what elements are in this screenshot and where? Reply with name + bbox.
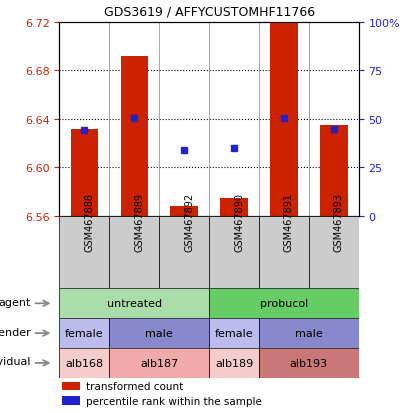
Text: female: female	[65, 328, 103, 338]
Bar	[159, 216, 209, 289]
Text: gender: gender	[0, 327, 31, 337]
Bar	[62, 396, 80, 405]
Bar	[170, 207, 198, 216]
Text: alb168: alb168	[65, 358, 103, 368]
Bar	[59, 289, 209, 318]
Text: female: female	[214, 328, 253, 338]
Text: individual: individual	[0, 356, 31, 366]
Bar	[59, 348, 109, 378]
Bar	[258, 216, 308, 289]
Bar	[209, 216, 258, 289]
Bar	[59, 318, 109, 348]
Text: transformed count: transformed count	[86, 381, 183, 391]
Text: agent: agent	[0, 297, 31, 307]
Bar	[319, 126, 347, 216]
Bar	[62, 382, 80, 390]
Bar	[258, 318, 358, 348]
Bar	[109, 216, 159, 289]
Bar	[308, 216, 358, 289]
Bar	[109, 318, 209, 348]
Bar	[258, 348, 358, 378]
Text: GSM467890: GSM467890	[234, 193, 243, 252]
Bar	[70, 129, 98, 216]
Bar	[209, 348, 258, 378]
Bar	[109, 348, 209, 378]
Text: probucol: probucol	[259, 299, 307, 309]
Bar	[59, 216, 109, 289]
Title: GDS3619 / AFFYCUSTOMHF11766: GDS3619 / AFFYCUSTOMHF11766	[103, 6, 314, 19]
Bar	[220, 198, 247, 216]
Text: GSM467893: GSM467893	[333, 193, 343, 252]
Bar	[270, 20, 297, 216]
Bar	[209, 289, 358, 318]
Text: male: male	[145, 328, 173, 338]
Text: GSM467889: GSM467889	[134, 193, 144, 252]
Text: GSM467888: GSM467888	[84, 193, 94, 252]
Text: GSM467891: GSM467891	[283, 193, 293, 252]
Text: GSM467892: GSM467892	[184, 193, 194, 252]
Bar	[209, 318, 258, 348]
Bar	[120, 57, 148, 216]
Text: male: male	[294, 328, 322, 338]
Text: untreated: untreated	[106, 299, 162, 309]
Text: alb193: alb193	[289, 358, 327, 368]
Text: alb187: alb187	[140, 358, 178, 368]
Text: alb189: alb189	[214, 358, 252, 368]
Text: percentile rank within the sample: percentile rank within the sample	[86, 396, 262, 406]
